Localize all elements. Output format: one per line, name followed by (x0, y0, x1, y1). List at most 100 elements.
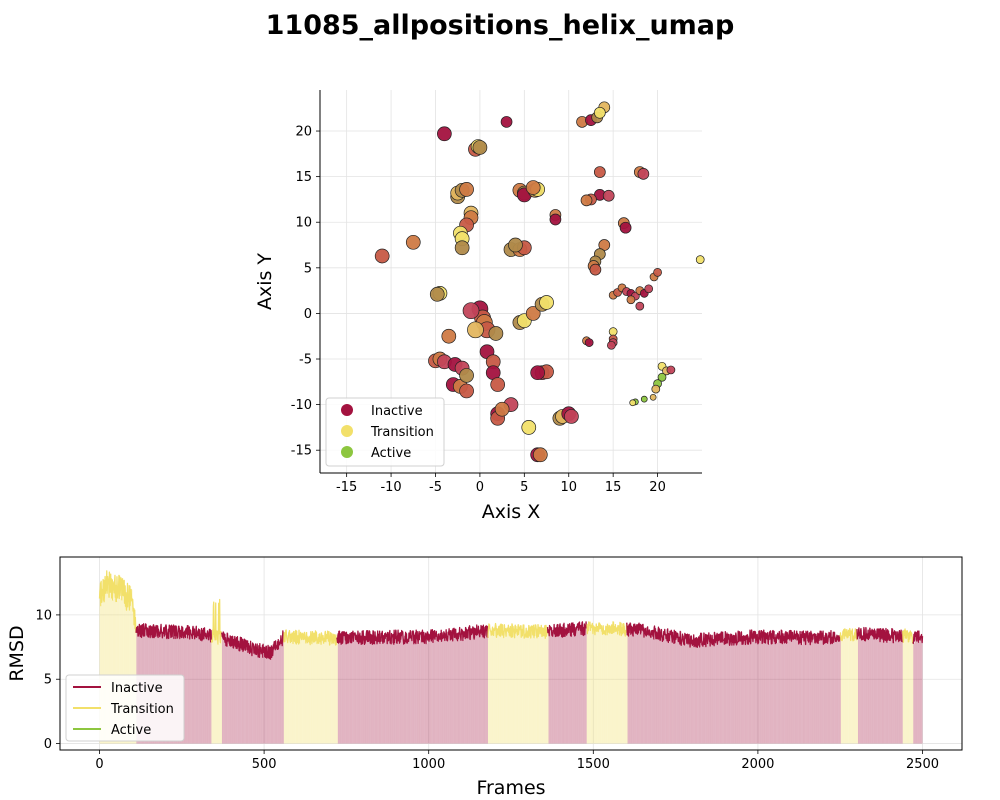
state-band (547, 633, 549, 744)
state-band (552, 636, 554, 744)
state-band (415, 632, 417, 744)
state-band (685, 635, 687, 744)
state-band (524, 635, 527, 744)
state-band (689, 643, 691, 744)
state-band (746, 635, 748, 744)
legend-marker (341, 404, 353, 416)
x-tick-label: 500 (252, 757, 277, 772)
state-band (831, 642, 833, 744)
state-band (307, 642, 309, 744)
state-band (570, 634, 573, 744)
state-band (266, 658, 269, 744)
state-band (714, 632, 716, 744)
rmsd-line-inactive (912, 630, 924, 645)
state-band (469, 625, 471, 744)
y-tick-label: -15 (291, 444, 312, 459)
state-band (468, 630, 470, 744)
scatter-point (626, 295, 636, 305)
scatter-point (462, 302, 480, 320)
state-band (559, 635, 561, 744)
state-band (553, 631, 556, 744)
state-band (598, 625, 600, 744)
state-band (584, 630, 586, 744)
state-band (308, 640, 311, 744)
state-band (781, 630, 783, 744)
state-band (511, 629, 513, 744)
state-band (229, 645, 232, 744)
state-band (518, 624, 520, 744)
state-band (614, 630, 616, 744)
state-band (351, 642, 353, 744)
state-band (698, 637, 700, 744)
state-band (370, 634, 373, 744)
state-band (872, 635, 874, 744)
state-band (189, 628, 191, 744)
state-band (366, 630, 369, 744)
state-band (484, 627, 486, 744)
state-band (661, 634, 664, 744)
state-band (673, 636, 675, 744)
state-band (218, 644, 220, 744)
state-band (120, 585, 122, 744)
state-band (430, 637, 432, 744)
state-band (785, 642, 787, 744)
x-tick-label: 0 (476, 480, 484, 495)
state-band (688, 644, 690, 744)
legend-box (325, 397, 445, 467)
state-band (216, 631, 219, 744)
state-band (379, 643, 382, 744)
state-band (904, 630, 906, 744)
state-band (289, 632, 291, 744)
state-band (274, 647, 276, 744)
state-band (594, 630, 596, 744)
state-band (439, 638, 441, 744)
scatter-point (488, 326, 504, 341)
state-band (476, 633, 478, 744)
state-band (314, 633, 316, 744)
state-band (111, 578, 113, 744)
state-band (236, 637, 238, 744)
state-band (198, 635, 200, 744)
state-band (387, 632, 390, 744)
state-band (290, 642, 292, 744)
state-band (420, 633, 423, 744)
state-band (424, 637, 427, 744)
state-band (530, 630, 532, 744)
state-band (667, 640, 669, 744)
state-band (764, 634, 766, 744)
state-band (817, 642, 819, 744)
state-band (270, 659, 273, 744)
scatter-point (472, 140, 488, 155)
state-band (576, 629, 578, 744)
state-band (805, 640, 807, 744)
state-band (431, 640, 433, 744)
state-band (480, 630, 482, 744)
state-band (557, 624, 560, 744)
state-band (574, 627, 577, 744)
state-band (391, 635, 394, 744)
state-band (728, 634, 731, 744)
x-tick-label: 15 (605, 480, 622, 495)
state-band (129, 586, 132, 744)
rmsd-line-transition (283, 629, 338, 646)
state-band (477, 634, 479, 744)
state-band (705, 644, 707, 744)
state-band (458, 632, 461, 744)
state-band (191, 635, 193, 744)
state-band (775, 637, 777, 744)
state-band (298, 642, 300, 744)
state-band (249, 653, 251, 744)
state-band (827, 643, 830, 744)
scatter-point (454, 240, 470, 256)
state-band (572, 629, 574, 744)
state-band (277, 649, 279, 744)
state-band (466, 629, 469, 744)
state-band (560, 627, 562, 744)
scatter-point (637, 168, 650, 180)
state-band (678, 637, 681, 744)
state-band (316, 637, 319, 744)
state-band (690, 636, 693, 744)
state-band (620, 623, 623, 744)
state-band (473, 627, 475, 744)
